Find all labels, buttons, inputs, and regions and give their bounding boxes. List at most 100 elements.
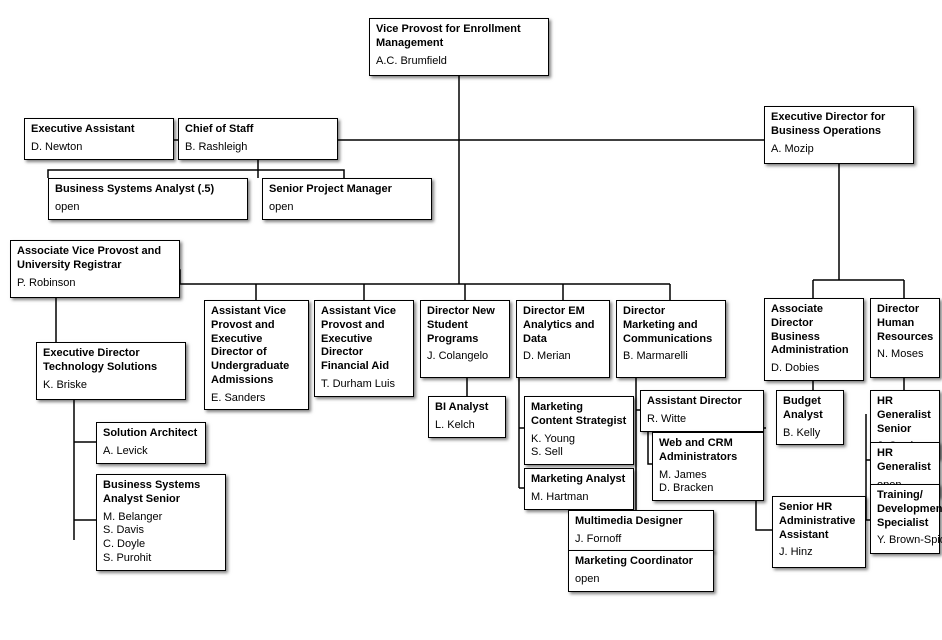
node-title: Chief of Staff: [185, 123, 331, 137]
node-title: Assistant Vice Provost and Executive Dir…: [211, 305, 302, 388]
node-ad: Assistant DirectorR. Witte: [640, 390, 764, 432]
node-title: Senior HR Administrative Assistant: [779, 501, 859, 542]
node-dhr: Director Human Resources N. Moses: [870, 298, 940, 378]
node-names: D. Merian: [523, 350, 603, 364]
node-title: BI Analyst: [435, 401, 499, 415]
node-name-line: B. Marmarelli: [623, 350, 719, 364]
node-names: A. Mozip: [771, 143, 907, 157]
node-title: Business Systems Analyst (.5): [55, 183, 241, 197]
node-name-line: S. Davis: [103, 524, 219, 538]
node-names: open: [269, 201, 425, 215]
node-avpfa: Assistant Vice Provost and Executive Dir…: [314, 300, 414, 397]
node-edts: Executive Director Technology Solutions K…: [36, 342, 186, 400]
node-name-line: D. Bracken: [659, 482, 757, 496]
node-title: Multimedia Designer: [575, 515, 707, 529]
node-names: N. Moses: [877, 348, 933, 362]
node-tds: Training/ Development Specialist Y. Brown…: [870, 484, 940, 554]
node-names: D. Newton: [31, 141, 167, 155]
node-names: Y. Brown-Spidell: [877, 534, 933, 548]
node-names: R. Witte: [647, 413, 757, 427]
node-name-line: P. Robinson: [17, 277, 173, 291]
node-names: L. Kelch: [435, 419, 499, 433]
node-names: K. Briske: [43, 379, 179, 393]
node-title: Marketing Coordinator: [575, 555, 707, 569]
node-name-line: B. Rashleigh: [185, 141, 331, 155]
node-title: Director New Student Programs: [427, 305, 503, 346]
node-name-line: M. Hartman: [531, 491, 627, 505]
node-title: HR Generalist Senior: [877, 395, 933, 436]
node-name-line: M. James: [659, 469, 757, 483]
node-name-line: open: [269, 201, 425, 215]
node-spm: Senior Project Manageropen: [262, 178, 432, 220]
node-dnsp: Director New Student Programs J. Colangel…: [420, 300, 510, 378]
node-title: Executive Director Technology Solutions: [43, 347, 179, 375]
node-names: A.C. Brumfield: [376, 55, 542, 69]
node-name-line: N. Moses: [877, 348, 933, 362]
node-vp: Vice Provost for Enrollment Management A.…: [369, 18, 549, 76]
node-names: open: [55, 201, 241, 215]
node-title: Marketing Content Strategist: [531, 401, 627, 429]
node-title: Vice Provost for Enrollment Management: [376, 23, 542, 51]
node-name-line: D. Dobies: [771, 362, 857, 376]
node-title: Solution Architect: [103, 427, 199, 441]
node-name-line: D. Newton: [31, 141, 167, 155]
node-names: M. JamesD. Bracken: [659, 469, 757, 497]
node-ba: Budget Analyst B. Kelly: [776, 390, 844, 445]
node-names: P. Robinson: [17, 277, 173, 291]
node-title: Executive Director for Business Operatio…: [771, 111, 907, 139]
node-name-line: open: [575, 573, 707, 587]
node-dmc: Director Marketing and Communications B. …: [616, 300, 726, 378]
node-title: Marketing Analyst: [531, 473, 627, 487]
node-name-line: K. Young: [531, 433, 627, 447]
node-name-line: K. Briske: [43, 379, 179, 393]
node-shr: Senior HR Administrative Assistant J. Hin…: [772, 496, 866, 568]
node-name-line: R. Witte: [647, 413, 757, 427]
node-names: A. Levick: [103, 445, 199, 459]
node-name-line: A. Mozip: [771, 143, 907, 157]
node-bsas: Business Systems Analyst Senior M. Belang…: [96, 474, 226, 571]
node-title: HR Generalist: [877, 447, 933, 475]
node-title: Director Marketing and Communications: [623, 305, 719, 346]
node-name-line: T. Durham Luis: [321, 378, 407, 392]
node-name-line: S. Sell: [531, 446, 627, 460]
node-title: Training/ Development Specialist: [877, 489, 933, 530]
node-title: Assistant Vice Provost and Executive Dir…: [321, 305, 407, 374]
node-edbo: Executive Director for Business Operatio…: [764, 106, 914, 164]
node-name-line: D. Merian: [523, 350, 603, 364]
node-cos: Chief of Staff B. Rashleigh: [178, 118, 338, 160]
node-ma: Marketing Analyst M. Hartman: [524, 468, 634, 510]
node-title: Business Systems Analyst Senior: [103, 479, 219, 507]
node-name-line: E. Sanders: [211, 392, 302, 406]
node-name-line: L. Kelch: [435, 419, 499, 433]
node-names: B. Kelly: [783, 427, 837, 441]
node-title: Web and CRM Administrators: [659, 437, 757, 465]
node-name-line: B. Kelly: [783, 427, 837, 441]
node-names: M. BelangerS. DavisC. DoyleS. Purohit: [103, 511, 219, 566]
node-names: D. Dobies: [771, 362, 857, 376]
node-sa: Solution Architect A. Levick: [96, 422, 206, 464]
node-names: T. Durham Luis: [321, 378, 407, 392]
node-name-line: J. Hinz: [779, 546, 859, 560]
node-names: J. Hinz: [779, 546, 859, 560]
node-title: Executive Assistant: [31, 123, 167, 137]
node-name-line: A.C. Brumfield: [376, 55, 542, 69]
node-title: Associate Vice Provost and University Re…: [17, 245, 173, 273]
node-names: E. Sanders: [211, 392, 302, 406]
node-bsa: Business Systems Analyst (.5) open: [48, 178, 248, 220]
node-name-line: M. Belanger: [103, 511, 219, 525]
node-names: J. Colangelo: [427, 350, 503, 364]
node-names: M. Hartman: [531, 491, 627, 505]
org-chart-stage: Vice Provost for Enrollment Management A.…: [0, 0, 942, 640]
node-wcrm: Web and CRM Administrators M. JamesD. Bra…: [652, 432, 764, 501]
node-names: K. YoungS. Sell: [531, 433, 627, 461]
node-avpua: Assistant Vice Provost and Executive Dir…: [204, 300, 309, 410]
node-mmd: Multimedia Designer J. Fornoff: [568, 510, 714, 552]
node-ea: Executive Assistant D. Newton: [24, 118, 174, 160]
node-mc: Marketing Coordinator open: [568, 550, 714, 592]
node-name-line: A. Levick: [103, 445, 199, 459]
node-names: B. Marmarelli: [623, 350, 719, 364]
node-title: Director Human Resources: [877, 303, 933, 344]
node-mcs: Marketing Content Strategist K. YoungS. S…: [524, 396, 634, 465]
node-title: Budget Analyst: [783, 395, 837, 423]
node-names: J. Fornoff: [575, 533, 707, 547]
